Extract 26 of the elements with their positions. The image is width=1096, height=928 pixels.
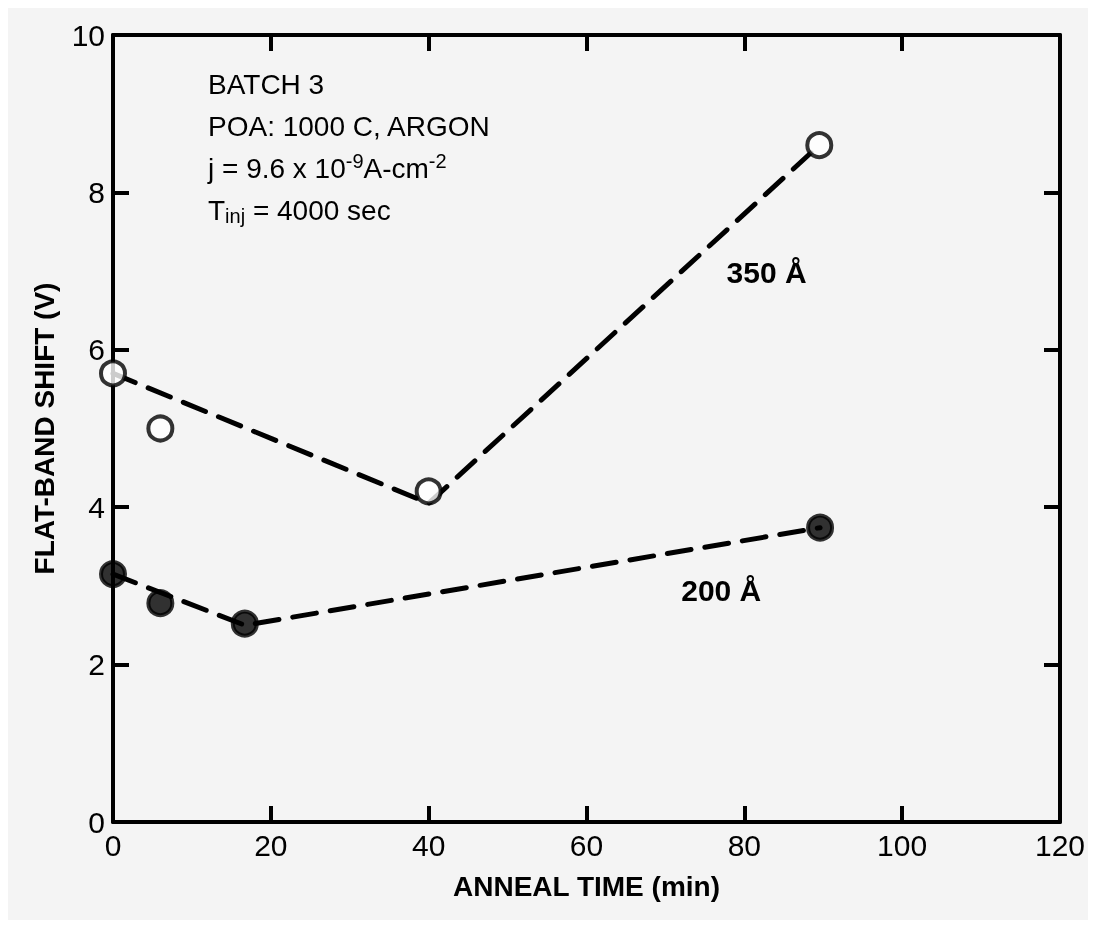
x-tick-label: 80 [727,828,761,862]
y-axis-title: FLAT-BAND SHIFT (V) [28,282,60,575]
point [146,589,175,618]
y-tick-label: 0 [88,805,105,839]
x-tick-label: 40 [411,828,446,862]
point [146,414,175,443]
point [99,560,127,589]
y-tick-label: 6 [88,333,105,367]
annotation: BATCH 3 [208,68,325,100]
point [806,513,835,542]
point [414,477,443,506]
x-axis-title: ANNEAL TIME (min) [452,870,720,902]
x-tick-label: 100 [877,828,928,862]
annotation: POA: 1000 C, ARGON [208,110,490,142]
point [805,131,834,160]
series-label: 350 Å [726,256,807,290]
y-tick-label: 4 [88,490,105,524]
y-tick-label: 10 [71,18,105,52]
x-tick-label: 120 [1034,828,1085,862]
point [230,609,259,638]
x-tick-label: 20 [254,828,288,862]
x-tick-label: 60 [569,828,604,862]
point [99,359,127,388]
y-tick-label: 2 [88,648,105,682]
series-label: 200 Å [681,573,762,607]
y-tick-label: 8 [88,175,105,209]
